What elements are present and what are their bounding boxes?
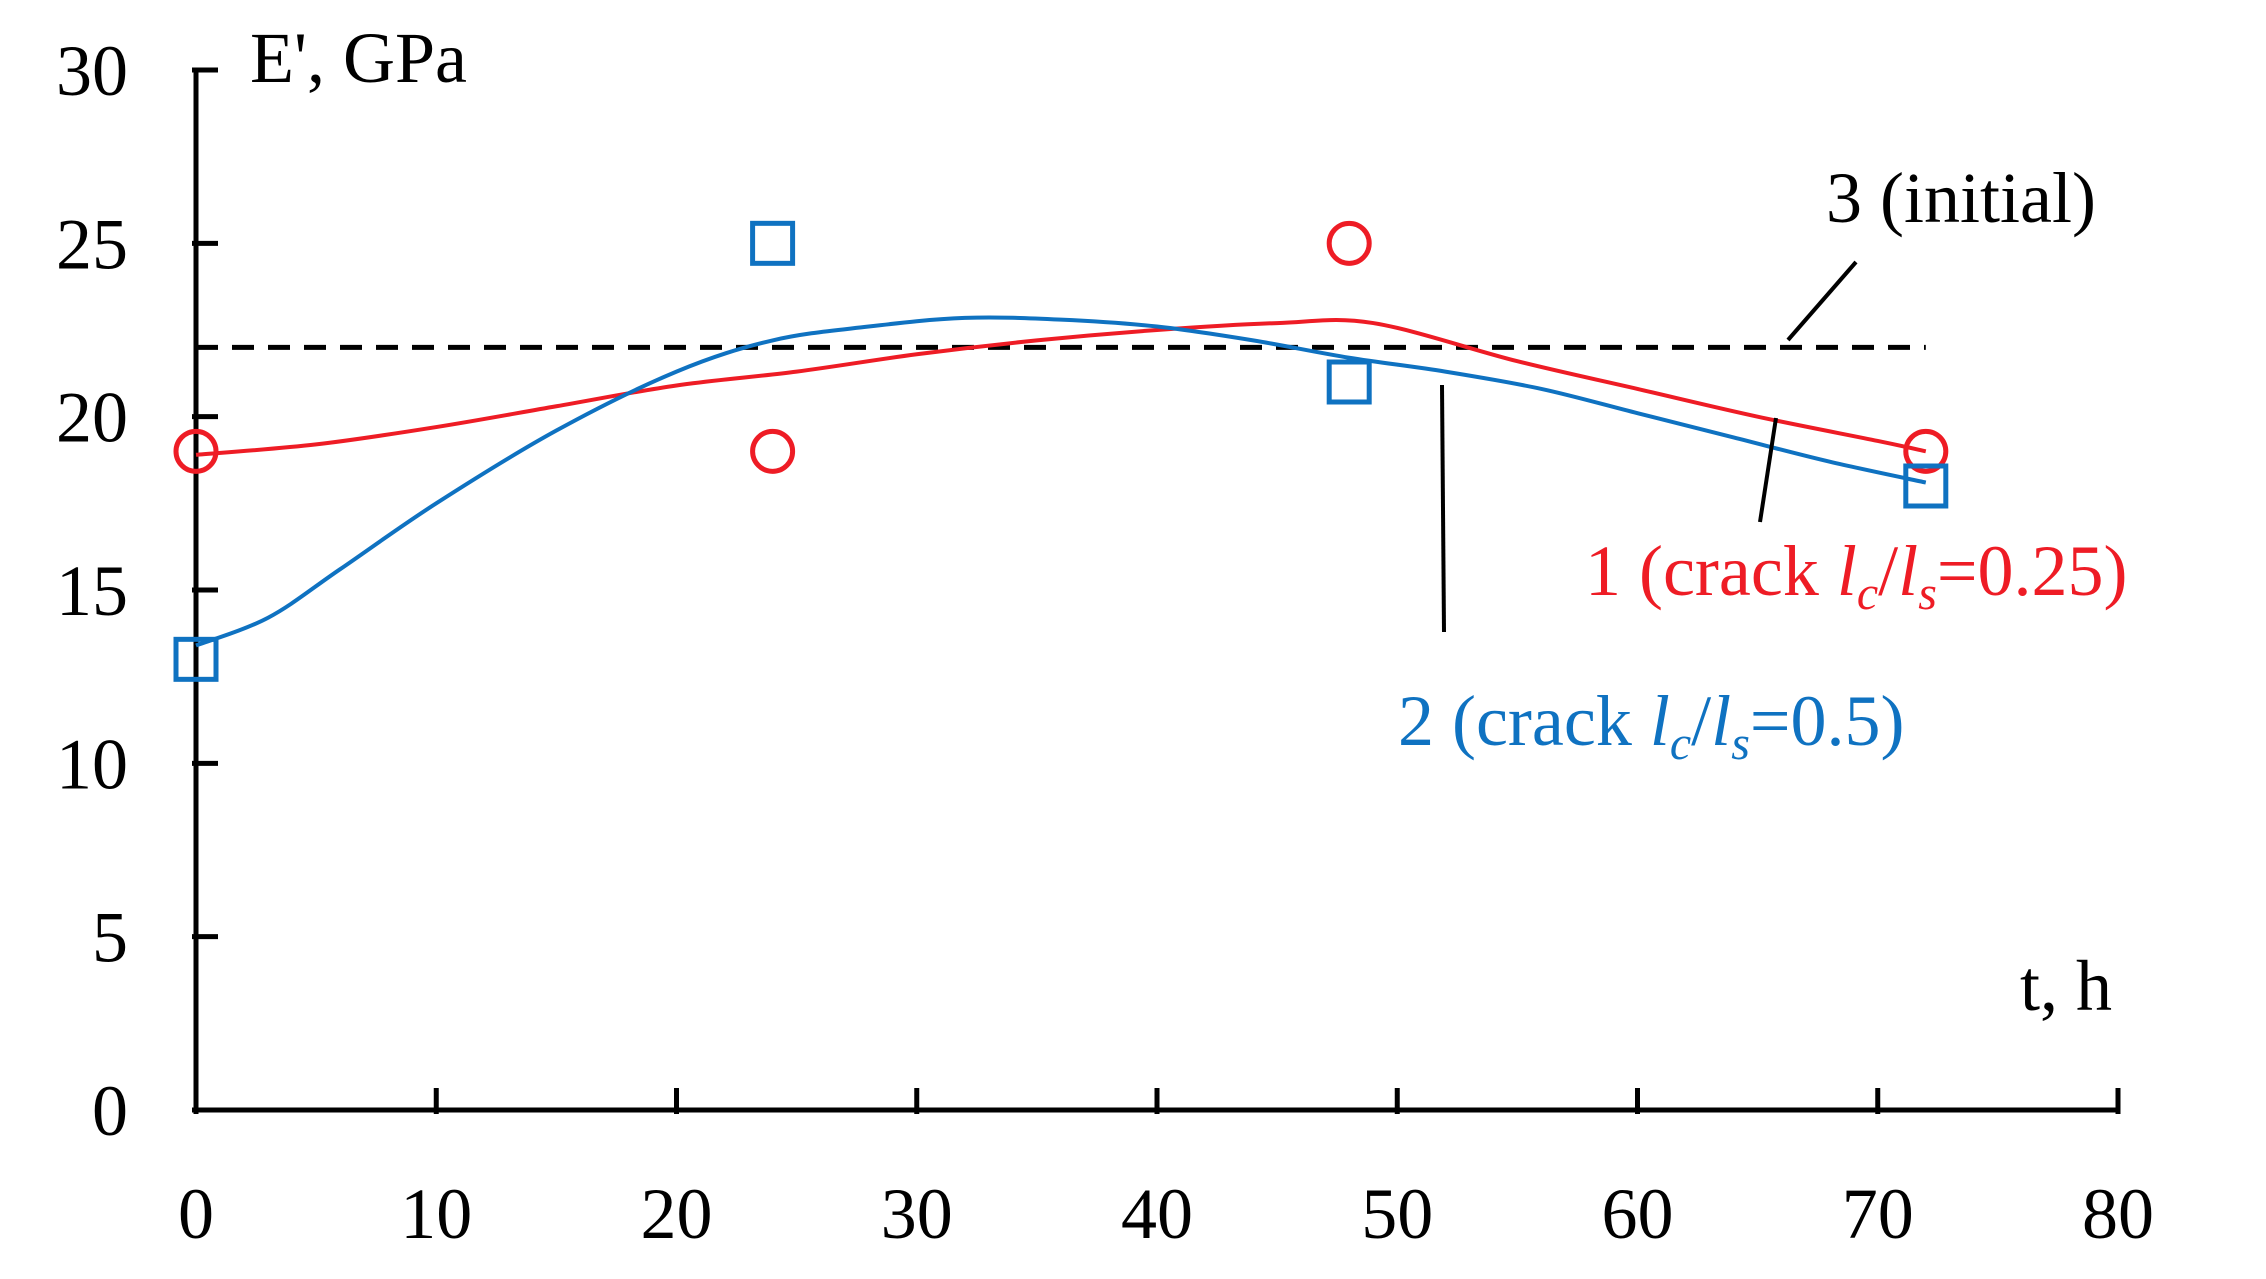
series-2-point	[1326, 359, 1372, 405]
y-axis-title: E', GPa	[250, 18, 467, 98]
series-2-label-slash: /	[1691, 681, 1711, 761]
series-2-point	[173, 636, 219, 682]
series-1-label-l2: l	[1898, 531, 1918, 611]
x-tick-label: 80	[2082, 1174, 2154, 1254]
x-tick-label: 40	[1121, 1174, 1193, 1254]
plot-area	[173, 220, 1949, 682]
y-ticks: 0 5 10 15 20 25 30	[56, 31, 218, 1151]
y-tick-label: 20	[56, 378, 128, 458]
series-1-label-sub1: c	[1857, 567, 1878, 620]
series-2-label-sub1: c	[1670, 717, 1691, 770]
x-tick-label: 10	[400, 1174, 472, 1254]
y-tick-label: 5	[92, 898, 128, 978]
series-2-label-sub2: s	[1731, 717, 1750, 770]
y-tick-label: 30	[56, 31, 128, 111]
series-2-leader	[1440, 384, 1446, 633]
series-1-label-suffix: =0.25)	[1937, 531, 2128, 611]
series-2-point	[1903, 463, 1949, 509]
series-1-leader	[1758, 417, 1778, 523]
series-1-fit-curve	[195, 317, 1927, 457]
series-3-leader	[1786, 260, 1858, 342]
series-2-label-suffix: =0.5)	[1750, 681, 1905, 761]
y-tick-label: 25	[56, 204, 128, 284]
x-axis-title: t, h	[2020, 946, 2112, 1026]
x-ticks: 0 10 20 30 40 50 60 70 80	[178, 1088, 2154, 1254]
y-tick-label: 0	[92, 1071, 128, 1151]
x-tick-label: 70	[1842, 1174, 1914, 1254]
x-tick-label: 20	[641, 1174, 713, 1254]
series-2-label-l1: l	[1650, 681, 1670, 761]
series-2-label-prefix: 2 (crack	[1398, 681, 1650, 761]
series-2-label: 2 (crack lc/ls=0.5)	[1398, 681, 1904, 770]
series-1-point	[173, 428, 219, 474]
y-tick-label: 10	[56, 724, 128, 804]
series-1-label-slash: /	[1878, 531, 1898, 611]
series-2-point	[750, 220, 796, 266]
series-2-fit-curve	[195, 315, 1927, 648]
series-1-label-l1: l	[1837, 531, 1857, 611]
y-tick-label: 15	[56, 551, 128, 631]
series-1-point	[1326, 220, 1372, 266]
series-3-label: 3 (initial)	[1826, 158, 2096, 238]
series-1-point	[750, 428, 796, 474]
x-tick-label: 30	[881, 1174, 953, 1254]
series-1-label: 1 (crack lc/ls=0.25)	[1585, 531, 2127, 620]
series-1-label-sub2: s	[1918, 567, 1937, 620]
x-tick-label: 60	[1602, 1174, 1674, 1254]
x-tick-label: 50	[1361, 1174, 1433, 1254]
series-1-label-prefix: 1 (crack	[1585, 531, 1837, 611]
x-tick-label: 0	[178, 1174, 214, 1254]
series-1-point	[1903, 428, 1949, 474]
series-2-label-l2: l	[1711, 681, 1731, 761]
